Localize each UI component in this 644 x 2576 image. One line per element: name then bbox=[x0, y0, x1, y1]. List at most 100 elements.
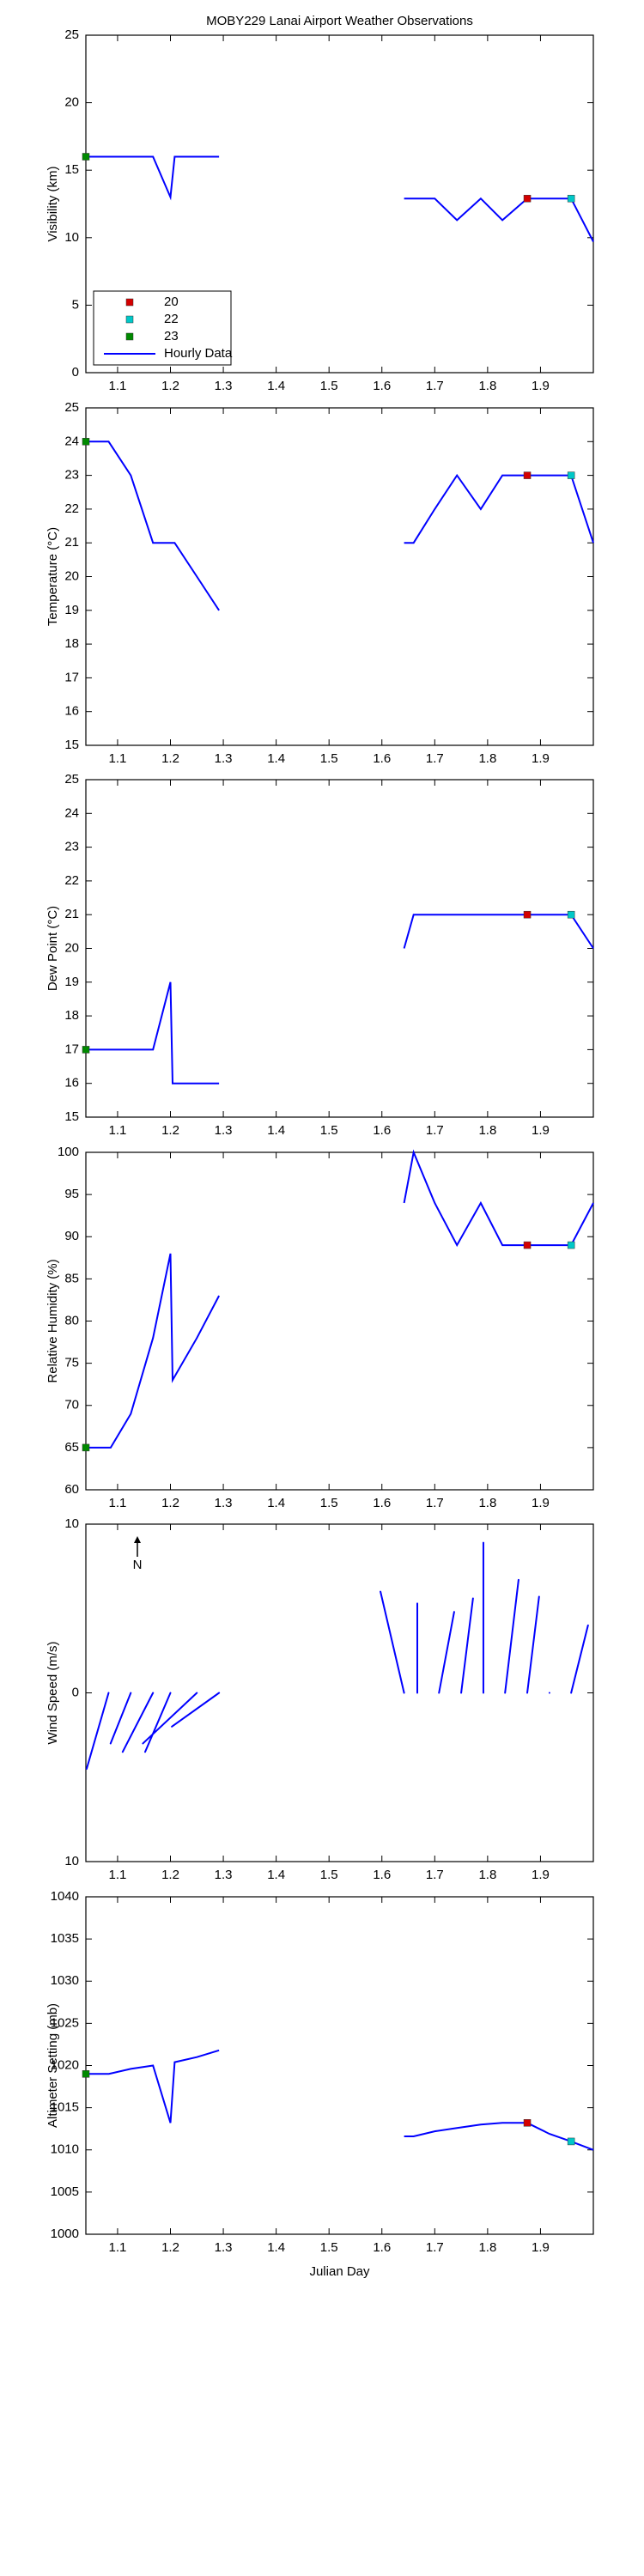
data-marker bbox=[523, 194, 532, 203]
x-tick-label: 1.4 bbox=[267, 2240, 285, 2255]
wind-stick bbox=[85, 1692, 110, 1770]
data-marker bbox=[567, 471, 575, 479]
data-marker bbox=[523, 910, 532, 919]
y-tick-label: 0 bbox=[72, 1685, 79, 1699]
x-tick-label: 1.2 bbox=[161, 751, 179, 766]
x-tick-label: 1.1 bbox=[109, 1123, 127, 1138]
panel: Temperature (°C) 15 16 17 18 19 20 21 22 23 24 25 1.… bbox=[46, 400, 594, 766]
y-tick-label: 15 bbox=[64, 1109, 79, 1124]
legend-label: 20 bbox=[164, 295, 179, 309]
hourly-line bbox=[86, 440, 594, 611]
y-tick-label: 17 bbox=[64, 1042, 79, 1056]
x-tick-label: 1.7 bbox=[426, 379, 444, 393]
north-label: N bbox=[133, 1558, 143, 1572]
x-tick-label: 1.3 bbox=[215, 2240, 233, 2255]
y-axis-label: Relative Humidity (%) bbox=[46, 1259, 60, 1382]
x-tick-label: 1.1 bbox=[109, 2240, 127, 2255]
x-tick-label: 1.5 bbox=[320, 379, 338, 393]
panel: Relative Humidity (%) 60 65 70 75 80 85 90 95 100… bbox=[46, 1145, 594, 1510]
x-tick-label: 1.4 bbox=[267, 379, 285, 393]
x-tick-label: 1.4 bbox=[267, 1123, 285, 1138]
x-tick-label: 1.7 bbox=[426, 2240, 444, 2255]
plot-frame bbox=[85, 779, 594, 1118]
x-tick-label: 1.9 bbox=[532, 2240, 550, 2255]
y-tick-label: 1000 bbox=[51, 2227, 79, 2241]
x-tick-label: 1.4 bbox=[267, 1496, 285, 1510]
y-tick-label: 95 bbox=[64, 1187, 79, 1201]
legend-label: Hourly Data bbox=[164, 346, 233, 361]
x-tick-label: 1.2 bbox=[161, 2240, 179, 2255]
x-tick-label: 1.8 bbox=[478, 751, 496, 766]
x-tick-label: 1.4 bbox=[267, 1868, 285, 1882]
y-axis-label: Altimeter Setting (mb) bbox=[46, 2003, 60, 2128]
north-arrowhead bbox=[134, 1536, 141, 1543]
x-tick-label: 1.9 bbox=[532, 1496, 550, 1510]
y-tick-label: 25 bbox=[64, 772, 79, 787]
y-tick-label: 23 bbox=[64, 468, 79, 483]
y-axis-label: Wind Speed (m/s) bbox=[46, 1641, 60, 1744]
x-tick-label: 1.8 bbox=[478, 1123, 496, 1138]
x-tick-label: 1.3 bbox=[215, 751, 233, 766]
x-tick-label: 1.5 bbox=[320, 2240, 338, 2255]
wind-stick bbox=[380, 1590, 405, 1694]
x-tick-label: 1.8 bbox=[478, 1868, 496, 1882]
x-tick-label: 1.6 bbox=[373, 751, 391, 766]
y-tick-label: 20 bbox=[64, 95, 79, 110]
y-tick-label: 5 bbox=[72, 297, 79, 312]
x-tick-label: 1.1 bbox=[109, 751, 127, 766]
y-axis-label: Dew Point (°C) bbox=[46, 906, 60, 991]
legend-label: 22 bbox=[164, 312, 179, 326]
x-tick-label: 1.6 bbox=[373, 1496, 391, 1510]
hourly-line bbox=[86, 914, 594, 1084]
x-tick-label: 1.7 bbox=[426, 1123, 444, 1138]
y-tick-label: 16 bbox=[64, 704, 79, 719]
y-tick-label: 1010 bbox=[51, 2142, 79, 2157]
y-tick-label: 24 bbox=[64, 434, 79, 448]
x-tick-label: 1.4 bbox=[267, 751, 285, 766]
y-tick-label: 15 bbox=[64, 738, 79, 752]
legend-label: 23 bbox=[164, 329, 179, 343]
wind-stick bbox=[171, 1692, 221, 1728]
y-tick-label: 90 bbox=[64, 1229, 79, 1243]
x-tick-label: 1.8 bbox=[478, 2240, 496, 2255]
plot-frame bbox=[85, 407, 594, 746]
panel: Wind Speed (m/s) 10 0 10 1.1 1.2 1.3 1.4 1.5 1.6 1… bbox=[46, 1516, 594, 1882]
data-marker bbox=[567, 2137, 575, 2146]
data-marker bbox=[567, 194, 575, 203]
x-tick-label: 1.9 bbox=[532, 751, 550, 766]
data-marker bbox=[523, 1241, 532, 1249]
x-tick-label: 1.8 bbox=[478, 379, 496, 393]
x-tick-label: 1.9 bbox=[532, 379, 550, 393]
x-tick-label: 1.1 bbox=[109, 1868, 127, 1882]
y-tick-label: 22 bbox=[64, 501, 79, 516]
x-tick-label: 1.9 bbox=[532, 1868, 550, 1882]
y-tick-label: 70 bbox=[64, 1398, 79, 1413]
y-tick-label: 20 bbox=[64, 940, 79, 955]
legend-swatch bbox=[125, 332, 134, 341]
y-tick-label: 24 bbox=[64, 805, 79, 820]
y-tick-label: 18 bbox=[64, 636, 79, 651]
x-tick-label: 1.6 bbox=[373, 1868, 391, 1882]
x-tick-label: 1.2 bbox=[161, 379, 179, 393]
y-tick-label: 85 bbox=[64, 1271, 79, 1285]
y-tick-label: 75 bbox=[64, 1356, 79, 1370]
x-tick-label: 1.9 bbox=[532, 1123, 550, 1138]
x-tick-label: 1.7 bbox=[426, 1868, 444, 1882]
plot-frame bbox=[85, 1896, 594, 2235]
y-tick-label: 15 bbox=[64, 162, 79, 177]
y-tick-label: 1040 bbox=[51, 1889, 79, 1904]
hourly-line bbox=[86, 2049, 594, 2151]
y-tick-label: 23 bbox=[64, 840, 79, 854]
x-tick-label: 1.2 bbox=[161, 1123, 179, 1138]
y-tick-label: 25 bbox=[64, 400, 79, 415]
x-tick-label: 1.7 bbox=[426, 751, 444, 766]
x-tick-label: 1.5 bbox=[320, 751, 338, 766]
wind-stick bbox=[144, 1692, 172, 1753]
y-axis-label: Visibility (km) bbox=[46, 166, 60, 241]
x-tick-label: 1.6 bbox=[373, 2240, 391, 2255]
y-tick-label: 100 bbox=[58, 1145, 79, 1159]
x-tick-label: 1.3 bbox=[215, 379, 233, 393]
y-tick-label: 20 bbox=[64, 568, 79, 583]
x-tick-label: 1.1 bbox=[109, 379, 127, 393]
y-axis-label: Temperature (°C) bbox=[46, 527, 60, 626]
